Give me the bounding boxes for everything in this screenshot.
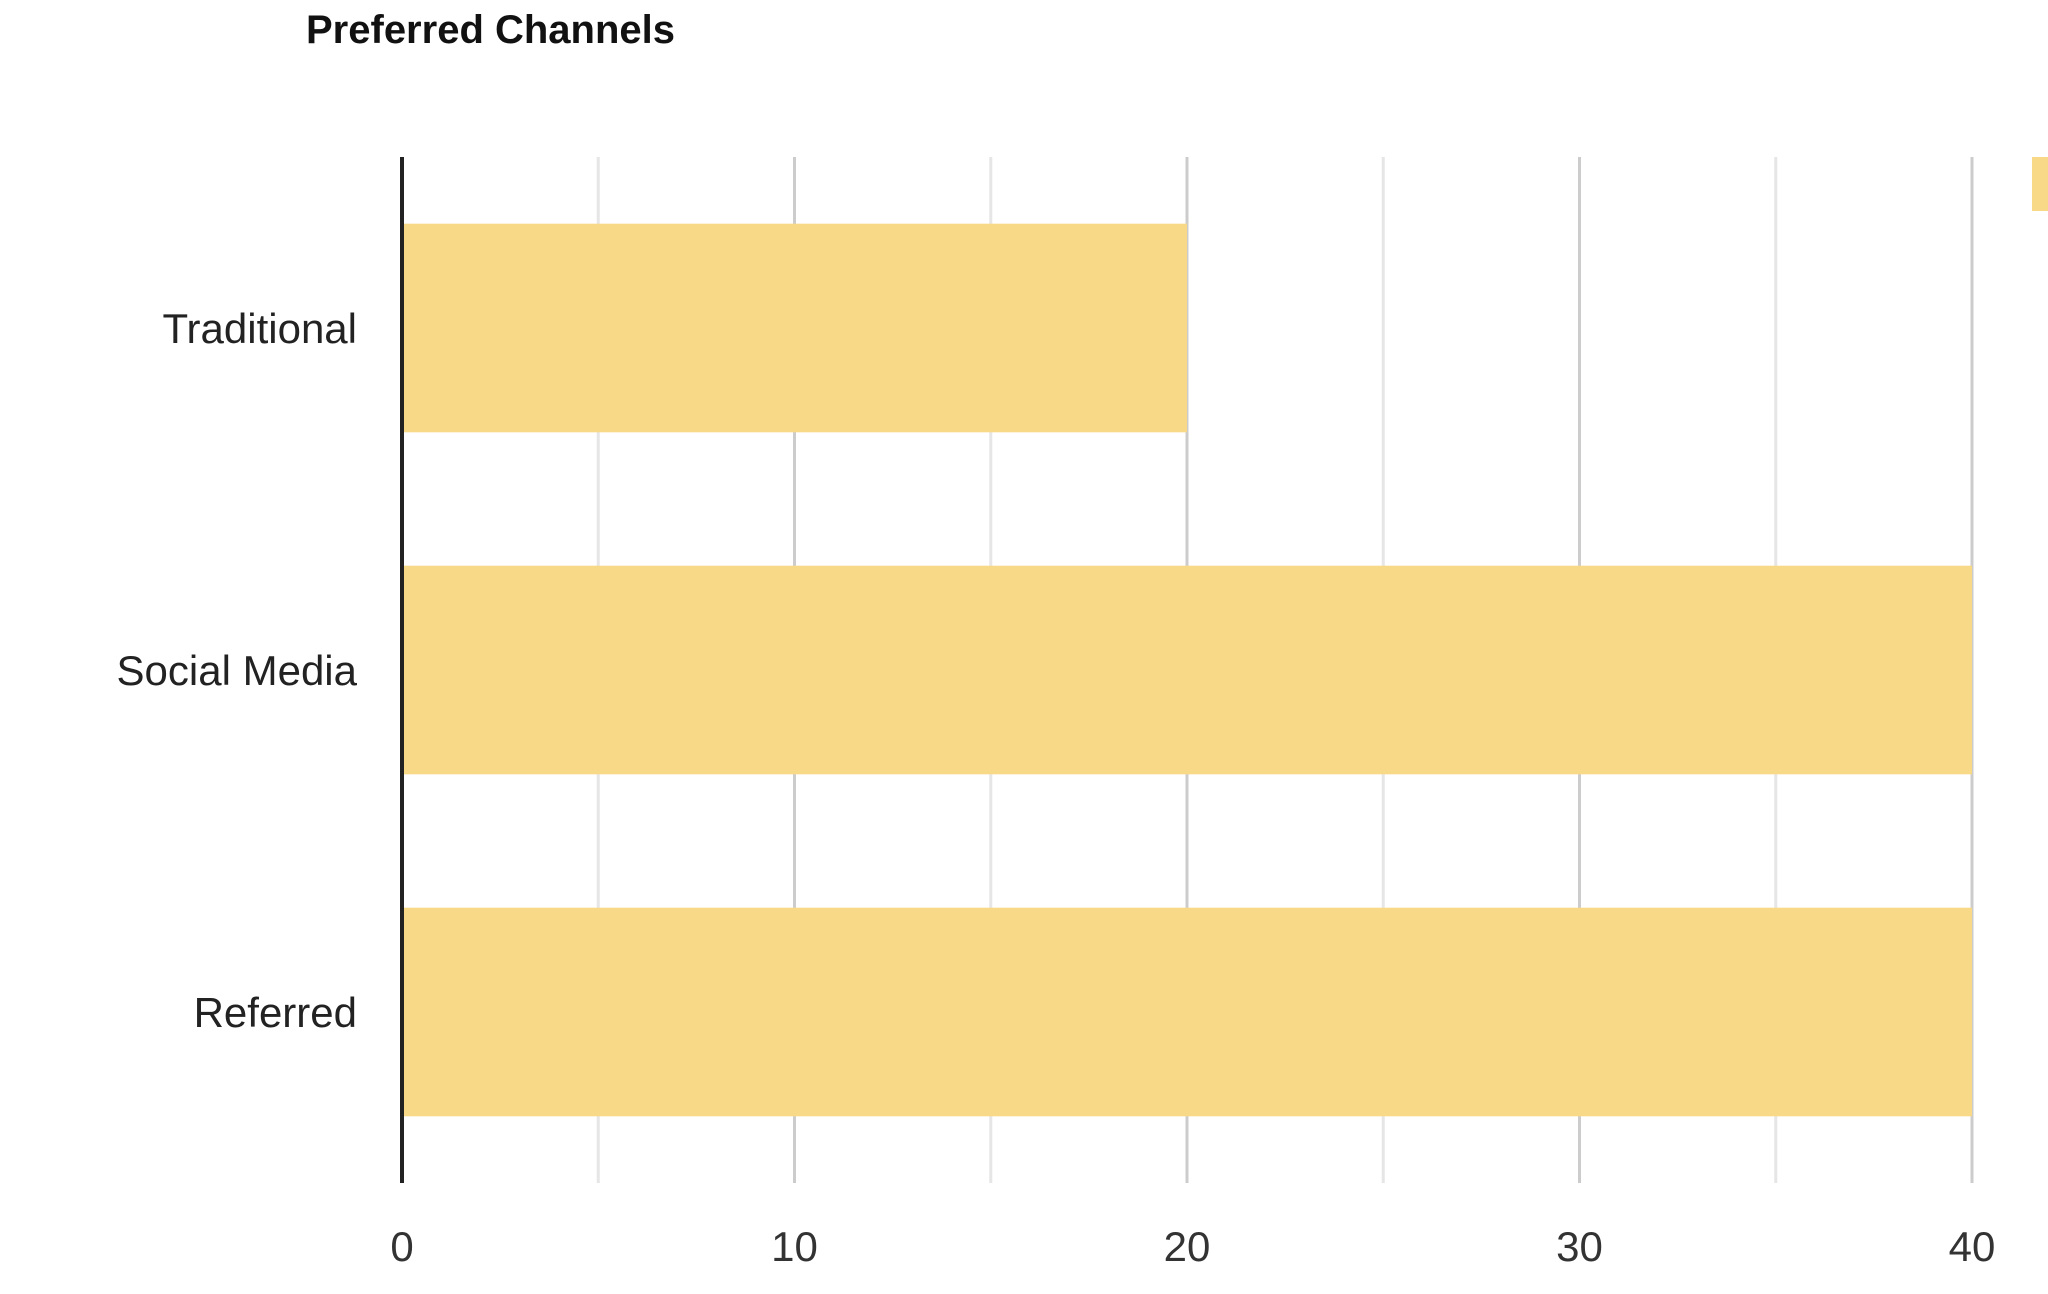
bar	[402, 907, 1972, 1117]
bar	[402, 223, 1187, 433]
category-label: Traditional	[162, 305, 357, 352]
bar-layer	[402, 223, 1972, 1117]
label-layer: 0 10 20 30 40 Traditional Social Media Referred	[117, 305, 1996, 1270]
category-label: Social Media	[117, 647, 358, 694]
x-tick-label: 30	[1556, 1223, 1603, 1270]
chart-title: Preferred Channels	[306, 8, 676, 52]
x-tick-label: 40	[1949, 1223, 1996, 1270]
x-tick-label: 0	[390, 1223, 413, 1270]
bar	[402, 565, 1972, 775]
legend-swatch	[2032, 157, 2048, 211]
x-tick-label: 10	[771, 1223, 818, 1270]
category-label: Referred	[194, 989, 357, 1036]
x-tick-label: 20	[1164, 1223, 1211, 1270]
